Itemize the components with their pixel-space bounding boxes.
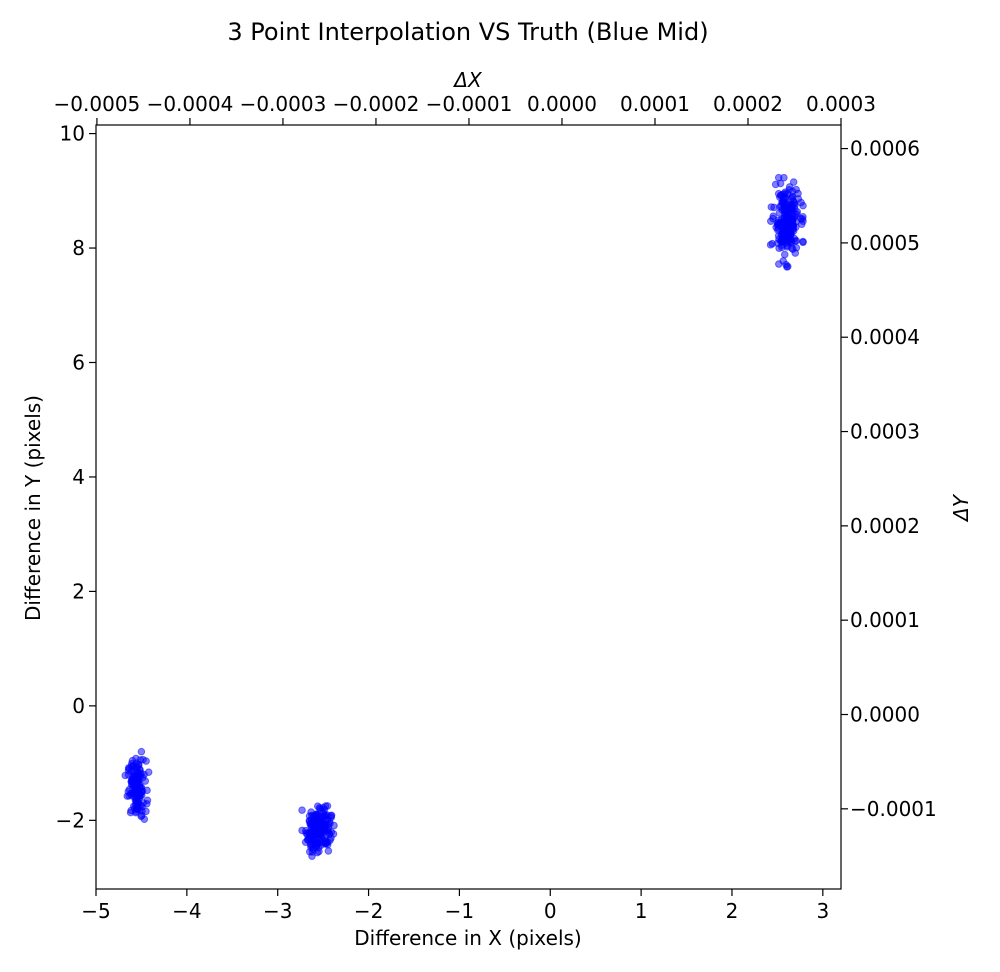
data-point: [307, 828, 315, 837]
top-tick-label: 0.0000: [527, 92, 597, 116]
top-tick-label: −0.0005: [54, 92, 141, 116]
data-point: [778, 198, 787, 206]
data-point: [794, 195, 803, 203]
data-point: [130, 783, 139, 791]
data-point: [799, 201, 807, 210]
data-point: [789, 200, 798, 209]
data-point: [783, 241, 791, 250]
data-point: [769, 212, 778, 221]
data-point: [792, 243, 801, 252]
data-point: [141, 777, 150, 785]
data-point: [799, 217, 807, 225]
y-tick-label: 4: [72, 465, 85, 489]
data-point: [771, 180, 780, 189]
data-point: [775, 260, 783, 268]
data-point: [768, 239, 777, 248]
x-tick-label: −3: [263, 899, 292, 923]
data-point: [792, 236, 801, 245]
top-tick-label: 0.0001: [620, 92, 690, 116]
y-axis-label: Difference in Y (pixels): [21, 395, 45, 621]
data-point: [780, 173, 788, 182]
data-point: [129, 792, 138, 801]
y-tick-label: 2: [72, 579, 85, 603]
x-tick-label: −1: [445, 899, 474, 923]
data-point: [330, 821, 338, 830]
data-point: [327, 812, 335, 820]
x-tick-label: 0: [544, 899, 557, 923]
right-tick-label: 0.0006: [850, 137, 920, 161]
right-tick-label: 0.0005: [850, 231, 920, 255]
x-tick-label: 3: [816, 899, 829, 923]
y-tick-label: 6: [72, 350, 85, 374]
top-tick-label: 0.0003: [806, 92, 876, 116]
data-point: [799, 238, 807, 247]
x-tick-label: 2: [726, 899, 739, 923]
data-point: [313, 812, 321, 820]
data-point: [770, 203, 778, 212]
top-tick-label: −0.0002: [333, 92, 420, 116]
data-point: [321, 822, 329, 830]
data-point: [781, 217, 789, 225]
data-points: [121, 173, 807, 860]
data-point: [785, 185, 794, 194]
right-tick-label: 0.0000: [850, 703, 920, 727]
data-point: [324, 847, 333, 855]
right-tick-label: −0.0001: [850, 797, 937, 821]
y-tick-label: −2: [56, 808, 85, 832]
data-point: [314, 829, 323, 838]
right-tick-label: 0.0001: [850, 608, 920, 632]
top-tick-label: −0.0001: [426, 92, 513, 116]
right-tick-label: 0.0003: [850, 420, 920, 444]
right-tick-label: 0.0002: [850, 514, 920, 538]
data-point: [789, 178, 798, 186]
data-point: [792, 223, 800, 231]
data-point: [792, 185, 801, 194]
data-point: [322, 837, 330, 845]
right-axis-label: ΔY: [949, 493, 973, 523]
chart-title: 3 Point Interpolation VS Truth (Blue Mid…: [227, 18, 708, 46]
x-tick-label: −2: [354, 899, 383, 923]
x-axis-label: Difference in X (pixels): [354, 926, 581, 950]
y-tick-label: 10: [60, 122, 85, 146]
data-point: [128, 762, 137, 771]
data-point: [139, 755, 147, 764]
top-axis-label: ΔX: [452, 68, 483, 92]
data-point: [780, 250, 789, 259]
y-tick-label: 0: [72, 694, 85, 718]
data-point: [783, 262, 792, 271]
x-tick-label: 1: [635, 899, 648, 923]
data-point: [132, 807, 140, 816]
data-point: [121, 771, 130, 780]
x-tick-label: −5: [81, 899, 110, 923]
data-point: [793, 207, 802, 216]
data-point: [144, 768, 153, 776]
y-tick-label: 8: [72, 236, 85, 260]
plot-frame: [95, 124, 842, 890]
data-point: [298, 806, 306, 814]
x-tick-label: −4: [172, 899, 201, 923]
right-tick-label: 0.0004: [850, 325, 920, 349]
top-tick-label: 0.0002: [713, 92, 783, 116]
data-point: [776, 220, 784, 229]
top-tick-label: −0.0003: [240, 92, 327, 116]
data-point: [313, 840, 321, 848]
data-point: [781, 232, 790, 241]
data-point: [128, 775, 136, 784]
data-point: [305, 847, 314, 856]
data-point: [313, 802, 322, 811]
data-point: [304, 836, 312, 844]
data-point: [786, 226, 795, 235]
data-point: [321, 802, 330, 810]
data-point: [775, 235, 783, 244]
data-point: [137, 747, 146, 756]
top-tick-label: −0.0004: [147, 92, 234, 116]
data-point: [305, 817, 314, 825]
data-point: [135, 793, 144, 802]
